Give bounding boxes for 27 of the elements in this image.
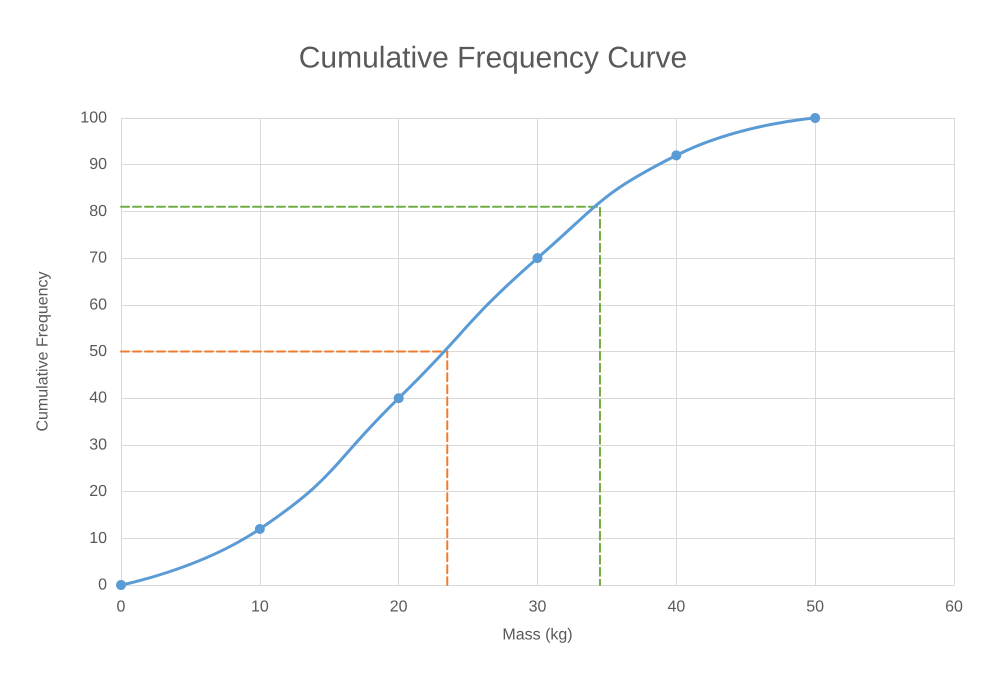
x-tick-label: 50 <box>806 598 824 616</box>
x-tick-label: 60 <box>945 598 963 616</box>
point <box>532 253 542 264</box>
y-tick-label: 10 <box>89 530 108 547</box>
y-axis-title: Cumulative Frequency <box>34 271 52 432</box>
chart-title: Cumulative Frequency Curve <box>298 42 688 74</box>
y-tick-label: 0 <box>98 576 108 594</box>
x-tick-label: 10 <box>250 598 269 616</box>
y-tick-label: 30 <box>89 436 108 454</box>
y-tick-label: 40 <box>89 390 108 407</box>
x-tick-label: 40 <box>667 598 686 616</box>
y-tick-label: 90 <box>89 156 108 174</box>
y-tick-label: 70 <box>89 250 108 267</box>
x-tick-label: 20 <box>390 598 408 616</box>
y-tick-label: 50 <box>89 343 108 360</box>
y-tick-label: 20 <box>89 483 108 500</box>
point <box>394 393 404 404</box>
y-tick-label: 100 <box>80 110 108 126</box>
y-tick-label: 80 <box>89 202 108 220</box>
point <box>810 113 820 123</box>
x-tick-label: 30 <box>528 598 546 616</box>
point <box>116 580 126 590</box>
y-tick-label: 60 <box>89 296 108 314</box>
x-axis-title: Mass (kg) <box>502 626 573 644</box>
point <box>254 524 265 534</box>
point <box>671 150 682 160</box>
x-tick-label: 0 <box>116 598 126 616</box>
